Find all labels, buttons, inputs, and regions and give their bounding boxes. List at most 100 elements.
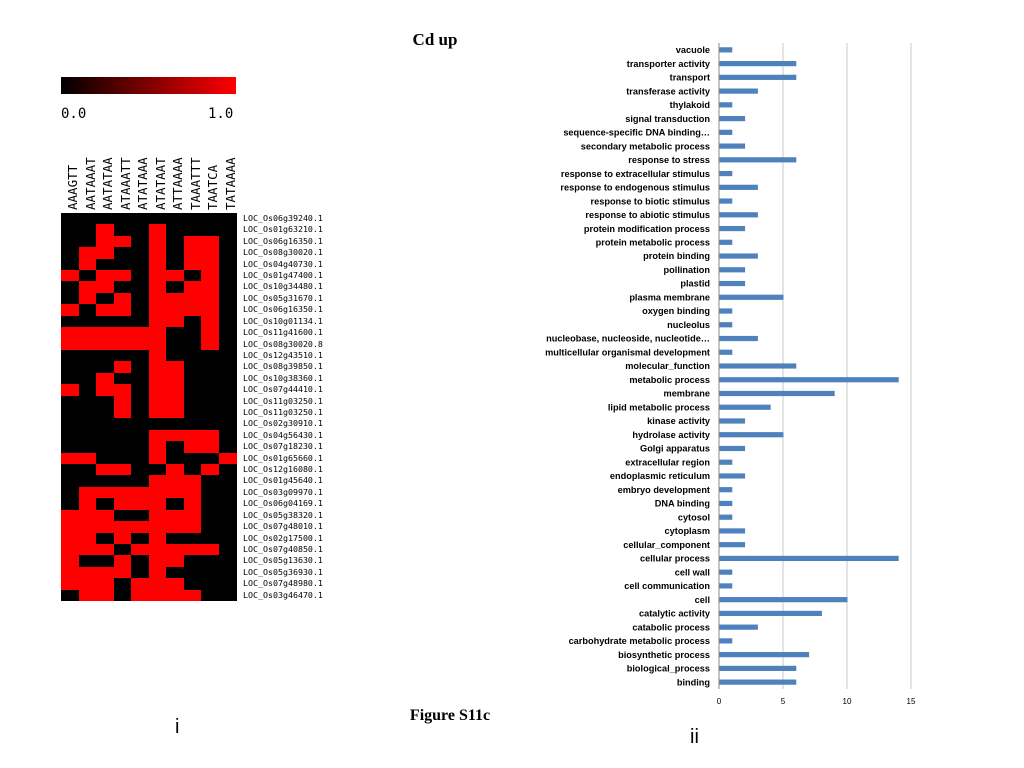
heatmap-cell	[166, 509, 184, 522]
heatmap-row-label: LOC_Os06g39240.1	[243, 213, 323, 223]
heatmap-cell	[201, 361, 219, 374]
x-tick-label: 10	[843, 697, 852, 706]
heatmap-cell	[201, 338, 219, 351]
heatmap-cell	[96, 566, 114, 579]
heatmap-cell	[166, 578, 184, 591]
heatmap-cell	[61, 235, 79, 248]
heatmap-cell	[218, 281, 237, 294]
heatmap-cell	[78, 521, 97, 534]
category-label: cytosol	[678, 512, 710, 522]
heatmap-cell	[201, 521, 219, 534]
bar	[719, 652, 810, 658]
heatmap-cell	[183, 384, 202, 397]
heatmap-cell	[96, 521, 114, 534]
heatmap-cell	[61, 407, 79, 419]
heatmap-row-label: LOC_Os07g44410.1	[243, 384, 323, 395]
heatmap-grid	[61, 213, 237, 602]
category-label: molecular_function	[625, 361, 710, 371]
heatmap-cell	[96, 304, 114, 317]
heatmap-cell	[61, 418, 79, 431]
heatmap-row-label: LOC_Os07g48010.1	[243, 521, 323, 532]
heatmap-cell	[131, 304, 149, 317]
category-label: transferase activity	[626, 86, 711, 96]
heatmap-cell	[183, 372, 202, 385]
heatmap-cell	[113, 224, 132, 237]
heatmap-row-label: LOC_Os01g63210.1	[243, 224, 323, 235]
heatmap-cell	[201, 589, 219, 602]
heatmap-cell	[218, 589, 237, 602]
category-label: sequence-specific DNA binding…	[563, 128, 710, 138]
heatmap-cell	[148, 327, 167, 340]
heatmap-cell	[96, 384, 114, 397]
heatmap-cell	[218, 361, 237, 374]
category-label: extracellular region	[625, 457, 710, 467]
heatmap-cell	[96, 315, 114, 328]
bar	[719, 377, 899, 383]
heatmap-cell	[78, 578, 97, 591]
bar	[719, 129, 733, 135]
category-label: nucleobase, nucleoside, nucleotide…	[546, 334, 710, 344]
heatmap-cell	[218, 270, 237, 282]
heatmap-cell	[61, 441, 79, 454]
heatmap-cell	[201, 475, 219, 488]
heatmap-cell	[131, 224, 149, 237]
heatmap-cell	[96, 509, 114, 522]
heatmap-cell	[113, 429, 132, 442]
heatmap-cell	[96, 486, 114, 499]
bar	[719, 335, 758, 342]
bar	[719, 487, 733, 493]
heatmap-cell	[218, 429, 237, 442]
heatmap-cell	[96, 270, 114, 282]
category-label: oxygen binding	[642, 306, 710, 316]
heatmap-cell	[61, 270, 79, 282]
heatmap-row-label: LOC_Os01g45640.1	[243, 475, 323, 486]
bar	[719, 184, 758, 190]
heatmap-cell	[113, 349, 132, 362]
heatmap-cell	[61, 292, 79, 305]
heatmap-cell	[166, 395, 184, 408]
heatmap-cell	[218, 338, 237, 351]
heatmap-cell	[61, 589, 79, 602]
heatmap-row-label: LOC_Os10g38360.1	[243, 372, 323, 383]
heatmap-cell	[131, 464, 149, 476]
figure-caption: Figure S11c	[409, 707, 491, 724]
heatmap-cell	[78, 235, 97, 248]
heatmap-cell	[183, 247, 202, 260]
heatmap-cell	[183, 224, 202, 237]
heatmap-row-label: LOC_Os08g39850.1	[243, 361, 323, 372]
heatmap-cell	[78, 361, 97, 374]
heatmap-cell	[148, 213, 167, 225]
bar	[719, 459, 733, 465]
heatmap-cell	[218, 555, 237, 568]
category-label: cell	[695, 595, 710, 605]
heatmap-cell	[166, 281, 184, 294]
heatmap-cell	[96, 258, 114, 271]
bar	[719, 473, 746, 479]
heatmap-row-label: LOC_Os06g04169.1	[243, 498, 323, 509]
heatmap-cell	[218, 235, 237, 248]
heatmap-cell	[218, 224, 237, 237]
figure-title: Cd up	[412, 30, 458, 49]
category-label: catalytic activity	[639, 609, 711, 619]
heatmap-cell	[96, 247, 114, 260]
heatmap-row-label: LOC_Os08g30020.1	[243, 247, 323, 258]
category-label: membrane	[664, 389, 710, 399]
heatmap-cell	[201, 486, 219, 499]
heatmap-cell	[61, 566, 79, 579]
heatmap-row-label: LOC_Os01g65660.1	[243, 452, 323, 463]
bar	[719, 610, 822, 617]
heatmap-cell	[113, 372, 132, 385]
bar	[719, 349, 733, 355]
heatmap-cell	[183, 521, 202, 534]
heatmap-cell	[201, 384, 219, 397]
heatmap-cell	[78, 304, 97, 317]
heatmap-cell	[131, 213, 149, 225]
category-label: kinase activity	[647, 416, 711, 426]
heatmap-cell	[183, 441, 202, 454]
heatmap-cell	[148, 407, 167, 419]
heatmap-cell	[113, 213, 132, 225]
heatmap-cell	[183, 543, 202, 556]
heatmap-cell	[166, 224, 184, 237]
heatmap-cell	[183, 486, 202, 499]
heatmap-cell	[148, 543, 167, 556]
